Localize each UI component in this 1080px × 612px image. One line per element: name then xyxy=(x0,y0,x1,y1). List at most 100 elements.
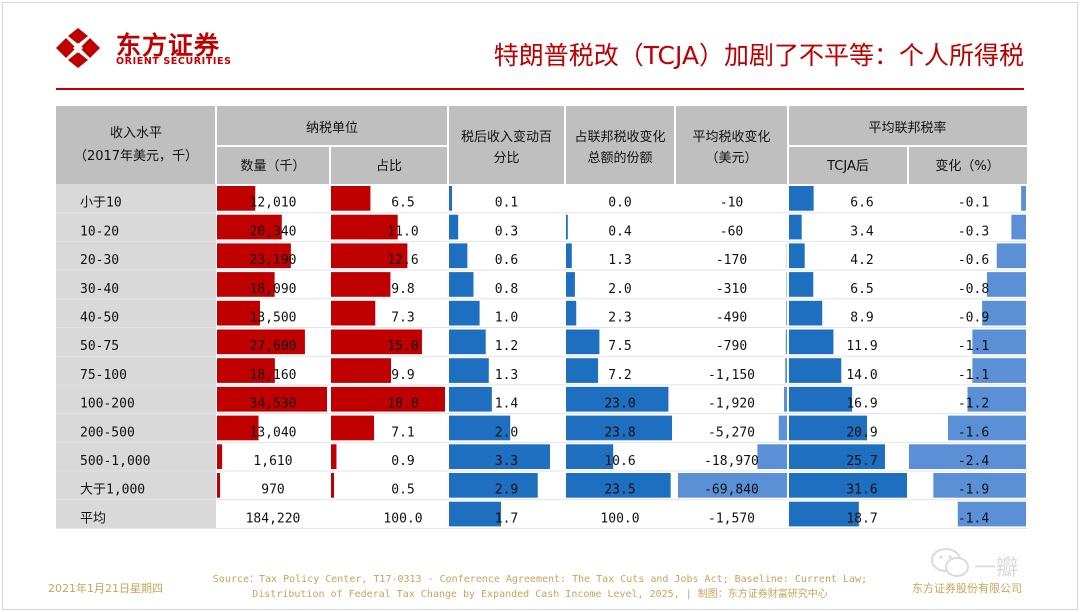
avg-change-bar xyxy=(785,358,787,383)
source-line-1: Source：Tax Policy Center, T17-0313 - Con… xyxy=(212,574,868,585)
title-divider xyxy=(56,88,1024,90)
rate-value: 16.9 xyxy=(846,397,877,412)
avg-change-value: -18,970 xyxy=(704,454,759,469)
count-value: 12,010 xyxy=(250,196,297,211)
row-label: 10-20 xyxy=(80,224,119,239)
after-tax-value: 0.1 xyxy=(495,196,518,211)
footer-date: 2021年1月21日星期四 xyxy=(48,582,163,595)
row-label: 平均 xyxy=(80,511,106,526)
header-share: 占比 xyxy=(376,159,402,174)
fed-share-bar xyxy=(566,415,672,441)
share-bar xyxy=(331,358,392,383)
count-bar xyxy=(217,444,223,469)
share-value: 100.0 xyxy=(383,511,422,526)
fed-share-value: 7.2 xyxy=(608,368,631,383)
after-tax-bar xyxy=(449,186,453,211)
header-share-change-2: 总额的份额 xyxy=(587,150,652,166)
count-value: 20,340 xyxy=(250,224,297,239)
avg-change-bar xyxy=(778,415,787,441)
after-tax-value: 0.6 xyxy=(495,253,518,268)
count-bar xyxy=(217,386,327,412)
footer-source: Source：Tax Policy Center, T17-0313 - Con… xyxy=(190,572,890,602)
fed-share-value: 0.4 xyxy=(608,224,632,239)
count-value: 23,190 xyxy=(250,253,297,268)
rate-change-bar xyxy=(1011,214,1026,240)
fed-share-bar xyxy=(566,329,600,355)
after-tax-bar xyxy=(449,214,459,240)
fed-share-value: 10.6 xyxy=(604,454,635,469)
share-bar xyxy=(331,473,335,498)
row-label: 50-75 xyxy=(80,339,119,354)
rate-value: 6.5 xyxy=(850,282,873,297)
fed-share-bar xyxy=(566,473,671,498)
avg-change-bar xyxy=(785,329,787,355)
after-tax-bar xyxy=(449,473,538,498)
rate-change-bar xyxy=(933,473,1026,498)
fed-share-bar xyxy=(566,386,669,412)
share-bar xyxy=(331,186,371,211)
rate-bar xyxy=(789,501,859,527)
rate-bar xyxy=(789,243,805,269)
avg-change-value: -1,150 xyxy=(708,368,755,383)
rate-change-value: -0.1 xyxy=(958,196,989,211)
rate-change-bar xyxy=(909,444,1026,469)
logo-chinese-name: 东方证券 xyxy=(116,31,221,60)
fed-share-value: 2.0 xyxy=(608,282,631,297)
rate-value: 14.0 xyxy=(846,368,877,383)
watermark-text: 一瓣 xyxy=(974,556,1019,581)
avg-change-value: -310 xyxy=(716,282,747,297)
share-value: 11.0 xyxy=(387,224,418,239)
share-value: 9.9 xyxy=(391,368,414,383)
count-value: 27,600 xyxy=(250,339,297,354)
rate-bar xyxy=(789,214,802,240)
count-value: 34,530 xyxy=(250,397,297,412)
row-label: 75-100 xyxy=(80,368,127,383)
rate-change-value: -1.6 xyxy=(958,425,989,440)
avg-change-value: -5,270 xyxy=(708,425,755,440)
row-label: 40-50 xyxy=(80,311,119,326)
slide-title: 特朗普税改（TCJA）加剧了不平等：个人所得税 xyxy=(493,41,1024,70)
after-tax-bar xyxy=(449,272,474,297)
avg-change-value: -69,840 xyxy=(704,483,759,498)
header-avg-rate: 平均联邦税率 xyxy=(868,120,946,136)
count-value: 184,220 xyxy=(246,511,301,526)
count-value: 18,160 xyxy=(250,368,297,383)
after-tax-bar xyxy=(449,329,486,355)
share-value: 6.5 xyxy=(391,196,414,211)
after-tax-bar xyxy=(449,358,489,383)
share-bar xyxy=(331,214,398,240)
rate-value: 3.4 xyxy=(850,224,874,239)
fed-share-value: 23.0 xyxy=(604,397,635,412)
rate-change-value: -0.8 xyxy=(958,282,989,297)
avg-change-value: -1,570 xyxy=(708,511,755,526)
header-income-sub: （2017年美元，千） xyxy=(74,149,198,164)
share-bar xyxy=(331,386,445,412)
fed-share-bar xyxy=(566,214,568,240)
rate-bar xyxy=(789,329,834,355)
rate-change-value: -0.3 xyxy=(958,224,989,239)
count-bar xyxy=(217,300,261,326)
after-tax-value: 1.3 xyxy=(495,368,518,383)
fed-share-bar xyxy=(566,272,575,297)
after-tax-value: 0.3 xyxy=(495,224,518,239)
header-share-change: 占联邦税收变化 xyxy=(574,129,665,145)
rate-bar xyxy=(789,415,868,441)
fed-share-value: 100.0 xyxy=(600,511,639,526)
rate-change-bar xyxy=(972,358,1026,383)
rate-bar xyxy=(789,300,823,326)
header-avg-change: 平均税收变化 xyxy=(692,129,770,145)
rate-bar xyxy=(789,386,853,412)
share-value: 18.8 xyxy=(387,397,418,412)
fed-share-bar xyxy=(566,444,614,469)
rate-value: 25.7 xyxy=(846,454,877,469)
rate-value: 4.2 xyxy=(850,253,873,268)
rate-change-bar xyxy=(948,415,1026,441)
share-value: 12.6 xyxy=(387,253,418,268)
after-tax-bar xyxy=(449,501,502,527)
share-bar xyxy=(331,444,337,469)
share-value: 0.5 xyxy=(391,483,414,498)
count-bar xyxy=(217,186,256,211)
fed-share-bar xyxy=(566,358,599,383)
company-logo: 东方证券 ORIENT SECURITIES xyxy=(52,26,252,70)
